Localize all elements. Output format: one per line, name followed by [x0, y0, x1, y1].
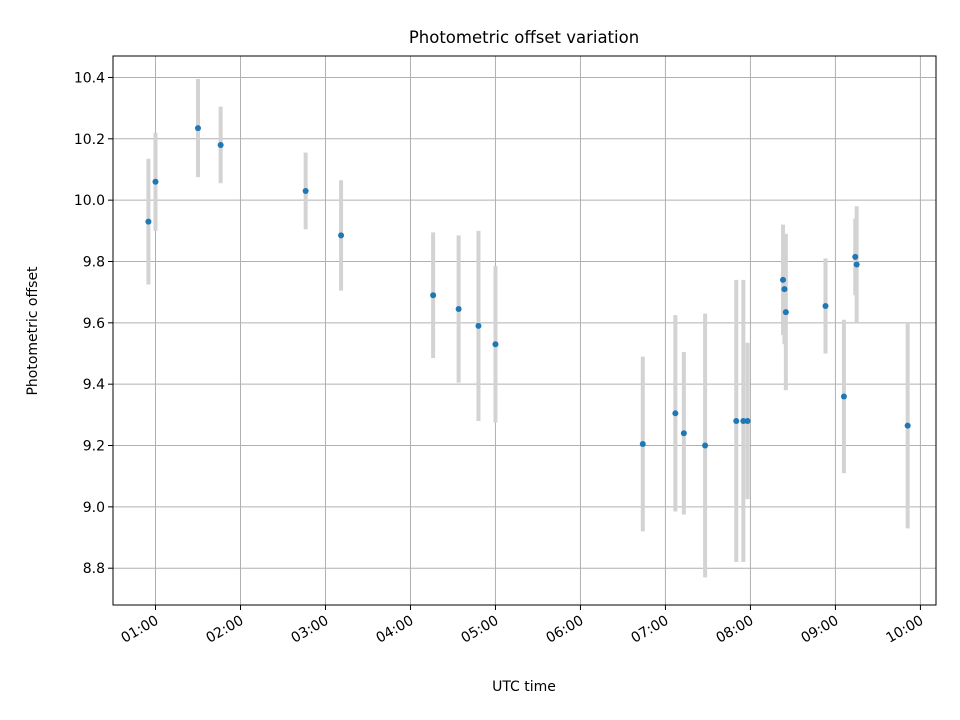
data-point — [145, 218, 152, 225]
plot-frame — [112, 55, 937, 606]
y-tick-label: 10.0 — [74, 193, 105, 209]
y-tick-label: 9.8 — [83, 254, 105, 270]
y-axis-label: Photometric offset — [25, 266, 41, 396]
data-point — [904, 422, 911, 429]
x-axis-label: UTC time — [492, 679, 556, 695]
data-point — [152, 178, 159, 185]
x-tick-label: 05:00 — [459, 613, 502, 647]
data-point — [780, 276, 787, 283]
data-point — [852, 253, 859, 260]
data-point — [733, 417, 740, 424]
y-tick-label: 9.6 — [83, 316, 105, 332]
y-tick-label: 9.4 — [83, 377, 105, 393]
x-tick-label: 07:00 — [628, 613, 671, 647]
x-tick-label: 04:00 — [374, 613, 417, 647]
data-point — [639, 440, 646, 447]
x-tick-label: 09:00 — [798, 613, 841, 647]
data-point — [430, 292, 437, 299]
y-tick-label: 9.2 — [83, 439, 105, 455]
x-tick-label: 03:00 — [289, 613, 332, 647]
y-tick-label: 10.2 — [74, 132, 105, 148]
data-point — [338, 232, 345, 239]
x-tick-label: 08:00 — [713, 613, 756, 647]
x-tick-label: 02:00 — [204, 613, 247, 647]
data-point — [302, 187, 309, 194]
x-tick-label: 06:00 — [544, 613, 587, 647]
data-point — [740, 417, 747, 424]
data-point — [217, 141, 224, 148]
data-point — [680, 430, 687, 437]
y-tick-label: 9.0 — [83, 500, 105, 516]
y-axis-ticks: 8.8 9.0 9.2 9.4 9.6 9.8 10.0 10.2 10.4 — [74, 70, 113, 577]
data-point — [781, 286, 788, 293]
error-bars — [146, 79, 910, 578]
data-point — [782, 309, 789, 316]
data-point — [492, 341, 499, 348]
data-point — [475, 322, 482, 329]
x-tick-label: 01:00 — [119, 613, 162, 647]
data-point — [194, 125, 201, 132]
chart-title: Photometric offset variation — [409, 28, 639, 47]
data-point — [822, 302, 829, 309]
data-point — [744, 417, 751, 424]
y-tick-label: 10.4 — [74, 70, 105, 86]
data-point — [672, 410, 679, 417]
data-points — [145, 125, 911, 449]
x-tick-label: 10:00 — [883, 613, 926, 647]
data-point — [455, 306, 462, 313]
data-point — [702, 442, 709, 449]
grid-lines — [113, 56, 936, 605]
x-axis-ticks: 01:00 02:00 03:00 04:00 05:00 06:00 07:00 08:00… — [119, 605, 926, 647]
y-tick-label: 8.8 — [83, 561, 105, 577]
data-point — [853, 261, 860, 268]
data-point — [840, 393, 847, 400]
